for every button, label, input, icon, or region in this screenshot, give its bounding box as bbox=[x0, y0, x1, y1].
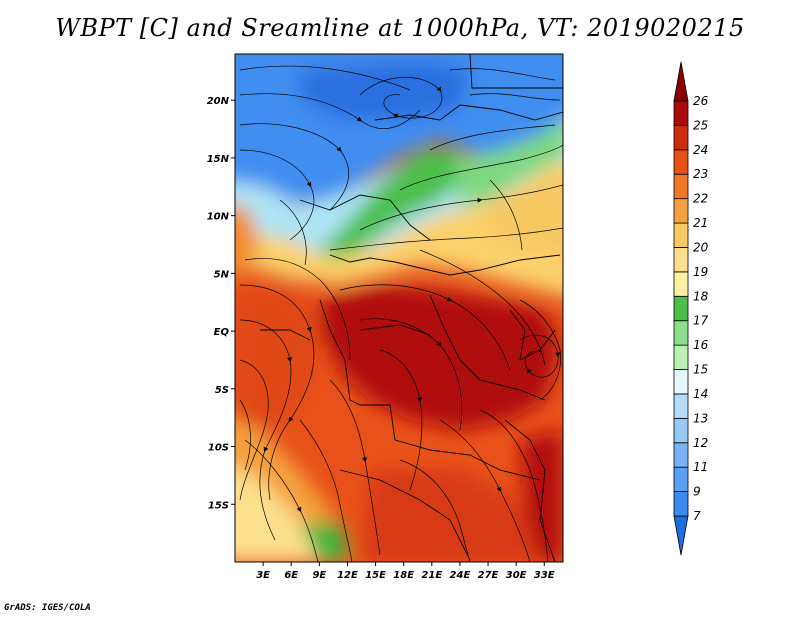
colorbar-segment bbox=[673, 417, 689, 444]
lat-tick-label: 15N bbox=[207, 154, 230, 165]
colorbar-segment bbox=[673, 393, 689, 419]
lon-tick-label: 30E bbox=[506, 570, 527, 581]
colorbar-segment bbox=[673, 247, 689, 273]
lon-tick-label: 9E bbox=[312, 570, 326, 581]
lat-tick-label: 10N bbox=[207, 212, 230, 223]
lon-tick-label: 3E bbox=[256, 570, 270, 581]
colorbar-label: 14 bbox=[693, 387, 708, 401]
lon-tick-label: 33E bbox=[534, 570, 555, 581]
colorbar-segment bbox=[673, 442, 689, 468]
colorbar-segment bbox=[673, 320, 689, 346]
colorbar-segment bbox=[673, 125, 689, 151]
lon-tick-label: 24E bbox=[450, 570, 471, 581]
colorbar-label: 18 bbox=[693, 289, 709, 303]
colorbar-segment bbox=[673, 344, 689, 370]
colorbar-label: 11 bbox=[693, 460, 708, 474]
colorbar-label: 23 bbox=[693, 167, 708, 181]
lat-tick-label: 10S bbox=[208, 443, 229, 454]
colorbar-label: 22 bbox=[693, 192, 708, 206]
lon-tick-label: 18E bbox=[393, 570, 414, 581]
colorbar-segment bbox=[673, 466, 689, 492]
colorbar-label: 20 bbox=[693, 240, 709, 254]
lat-tick-label: 5N bbox=[214, 269, 230, 280]
lon-tick-label: 12E bbox=[337, 570, 358, 581]
colorbar-label: 12 bbox=[693, 436, 708, 450]
colorbar-label: 7 bbox=[693, 509, 701, 523]
streamlines bbox=[239, 65, 563, 562]
colorbar-segment bbox=[673, 295, 689, 322]
lon-tick-label: 21E bbox=[421, 570, 442, 581]
colorbar-segment bbox=[673, 222, 689, 248]
colorbar-label: 17 bbox=[693, 314, 709, 328]
colorbar: 7 9 11 12 13 14 15 16 17 18 19 20 21 22 23 24 25 26 bbox=[673, 61, 709, 556]
lat-tick-label: 15S bbox=[208, 500, 229, 511]
colorbar-label: 24 bbox=[693, 143, 708, 157]
lat-tick-label: 20N bbox=[207, 96, 230, 107]
lat-tick-label: EQ bbox=[214, 327, 230, 338]
lon-tick-label: 15E bbox=[365, 570, 386, 581]
colorbar-upper-triangle bbox=[673, 61, 689, 102]
colorbar-label: 15 bbox=[693, 363, 708, 377]
colorbar-segment bbox=[673, 271, 689, 297]
chart-title: WBPT [C] and Sreamline at 1000hPa, VT: 2… bbox=[55, 14, 745, 42]
longitude-axis: 3E 6E 9E 12E 15E 18E 21E 24E 27E 30E 33E bbox=[256, 562, 555, 581]
grads-credit: GrADS: IGES/COLA bbox=[4, 603, 91, 613]
colorbar-lower-triangle bbox=[673, 515, 689, 556]
colorbar-segment bbox=[673, 369, 689, 395]
colorbar-label: 25 bbox=[693, 118, 708, 132]
colorbar-segment bbox=[673, 173, 689, 200]
colorbar-label: 13 bbox=[693, 411, 708, 425]
colorbar-label: 26 bbox=[693, 94, 709, 108]
colorbar-label: 16 bbox=[693, 338, 709, 352]
lat-tick-label: 5S bbox=[215, 385, 229, 396]
colorbar-segment bbox=[673, 149, 689, 175]
colorbar-label: 9 bbox=[693, 485, 701, 499]
colorbar-segment bbox=[673, 491, 689, 517]
lon-tick-label: 27E bbox=[478, 570, 499, 581]
colorbar-label: 19 bbox=[693, 265, 708, 279]
colorbar-segment bbox=[673, 100, 689, 126]
map-frame bbox=[234, 53, 564, 563]
colorbar-label: 21 bbox=[693, 216, 708, 230]
wbpt-field bbox=[235, 54, 563, 562]
colorbar-segment bbox=[673, 198, 689, 224]
latitude-axis: 20N 15N 10N 5N EQ 5S 10S 15S bbox=[207, 96, 235, 511]
lon-tick-label: 6E bbox=[284, 570, 298, 581]
